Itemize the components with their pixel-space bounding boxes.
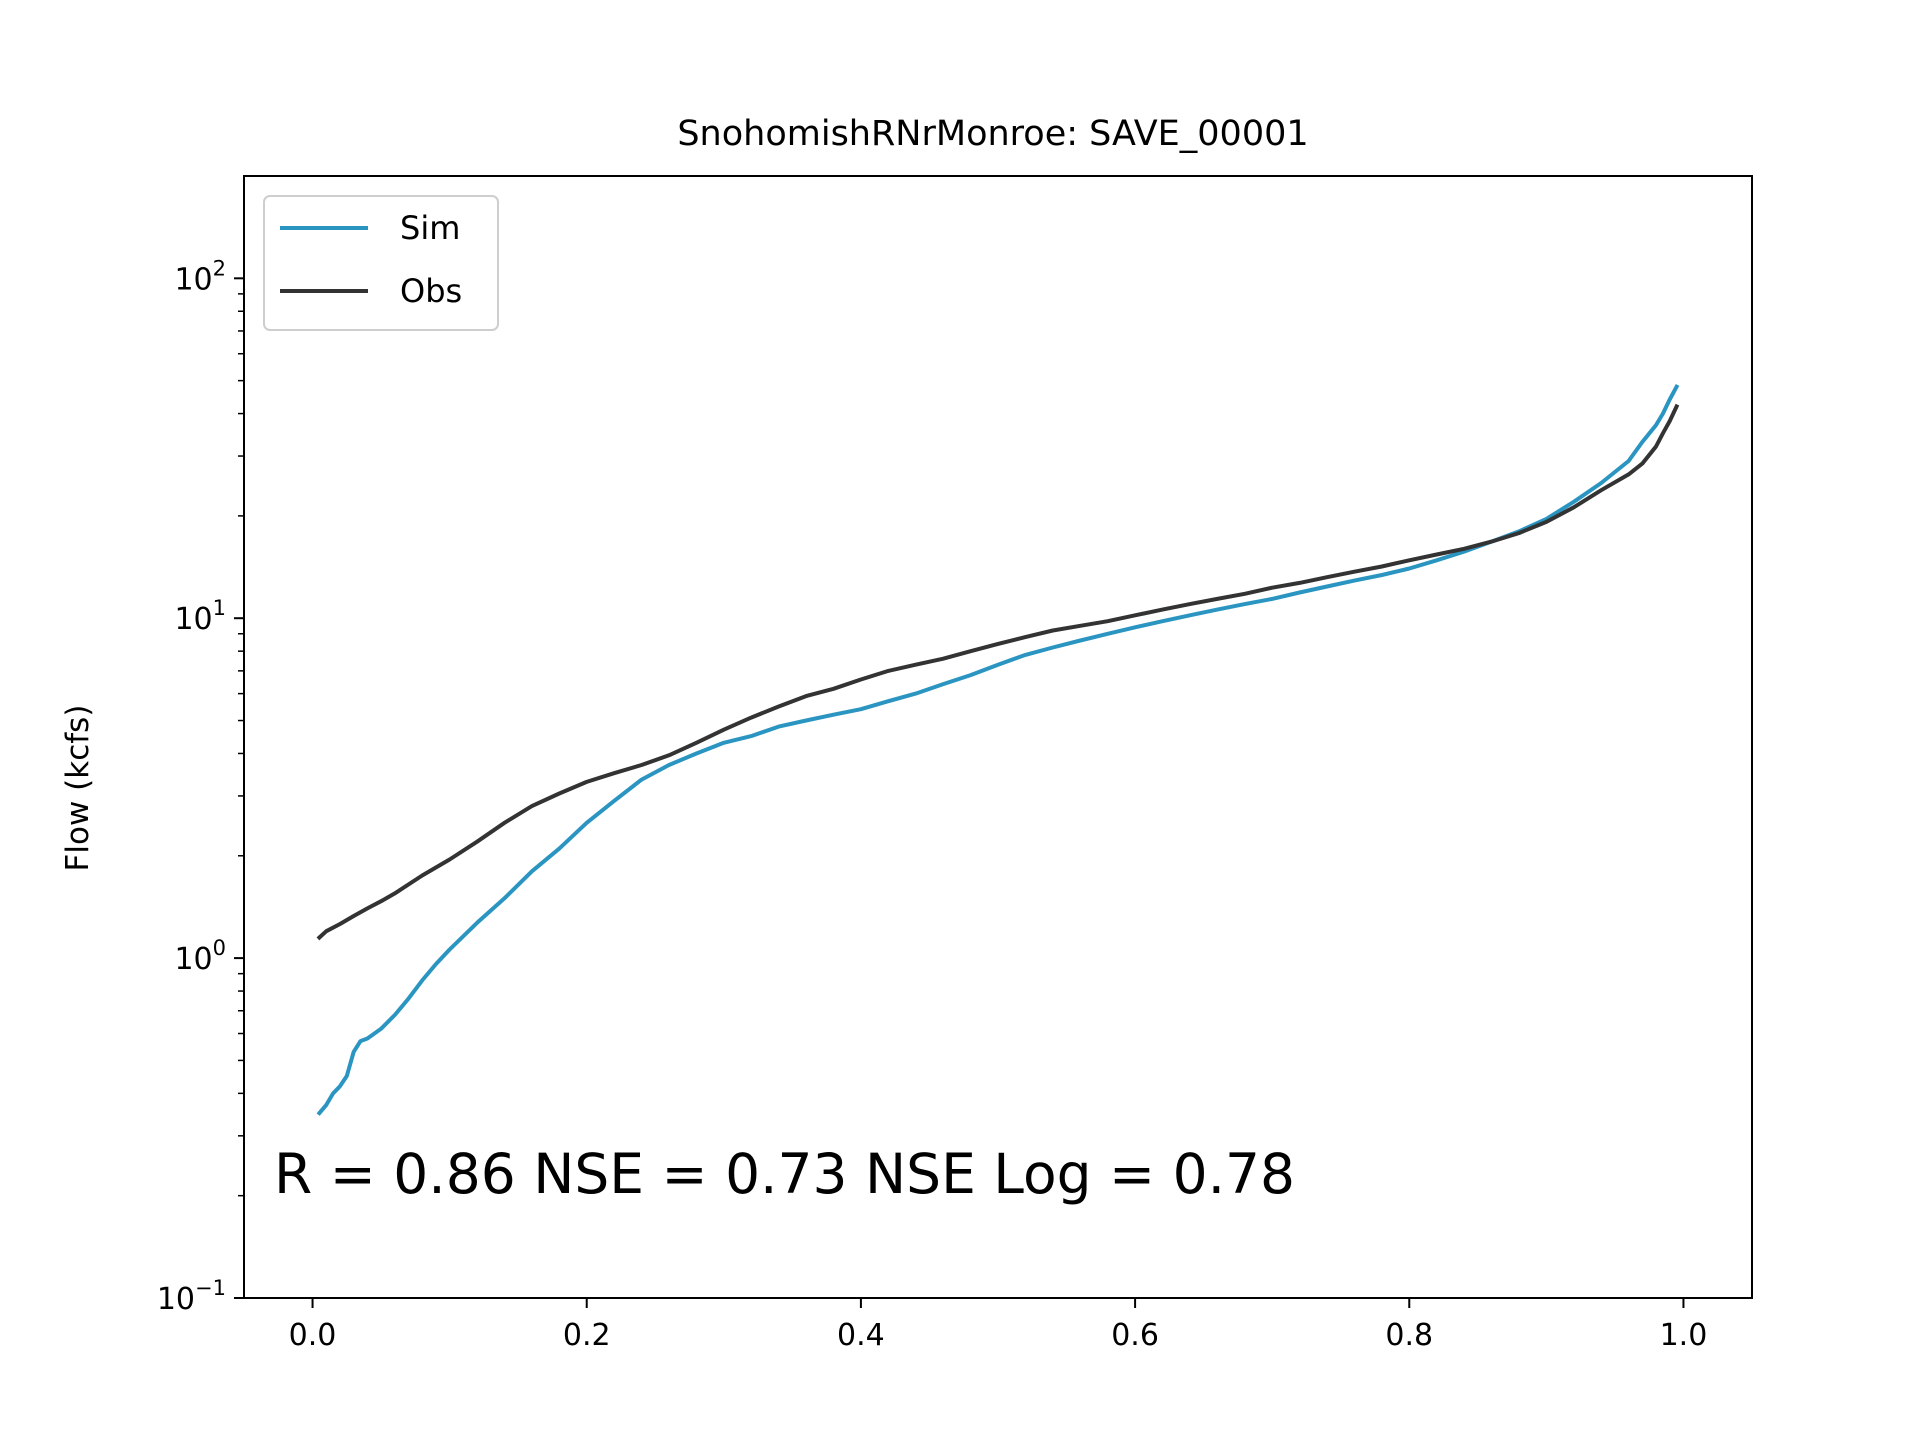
y-axis-label: Flow (kcfs) <box>60 705 96 872</box>
plot-frame <box>243 175 1753 1299</box>
legend-label-sim: Sim <box>400 209 460 247</box>
stats-annotation: R = 0.86 NSE = 0.73 NSE Log = 0.78 <box>274 1142 1295 1206</box>
x-tick-label: 0.0 <box>289 1318 337 1353</box>
series-line-obs <box>316 403 1680 941</box>
plot-lines <box>316 383 1680 1116</box>
x-axis-ticks: 0.0 0.2 0.4 0.6 0.8 1.0 <box>289 1298 1708 1353</box>
x-tick-label: 1.0 <box>1660 1318 1708 1353</box>
chart-title: SnohomishRNrMonroe: SAVE_00001 <box>677 114 1308 154</box>
x-tick-label: 0.4 <box>837 1318 885 1353</box>
legend-label-obs: Obs <box>400 272 462 310</box>
legend-box <box>263 195 499 331</box>
x-tick-label: 0.2 <box>563 1318 611 1353</box>
x-tick-label: 0.8 <box>1385 1318 1433 1353</box>
legend: Sim Obs <box>263 195 499 331</box>
x-tick-label: 0.6 <box>1111 1318 1159 1353</box>
